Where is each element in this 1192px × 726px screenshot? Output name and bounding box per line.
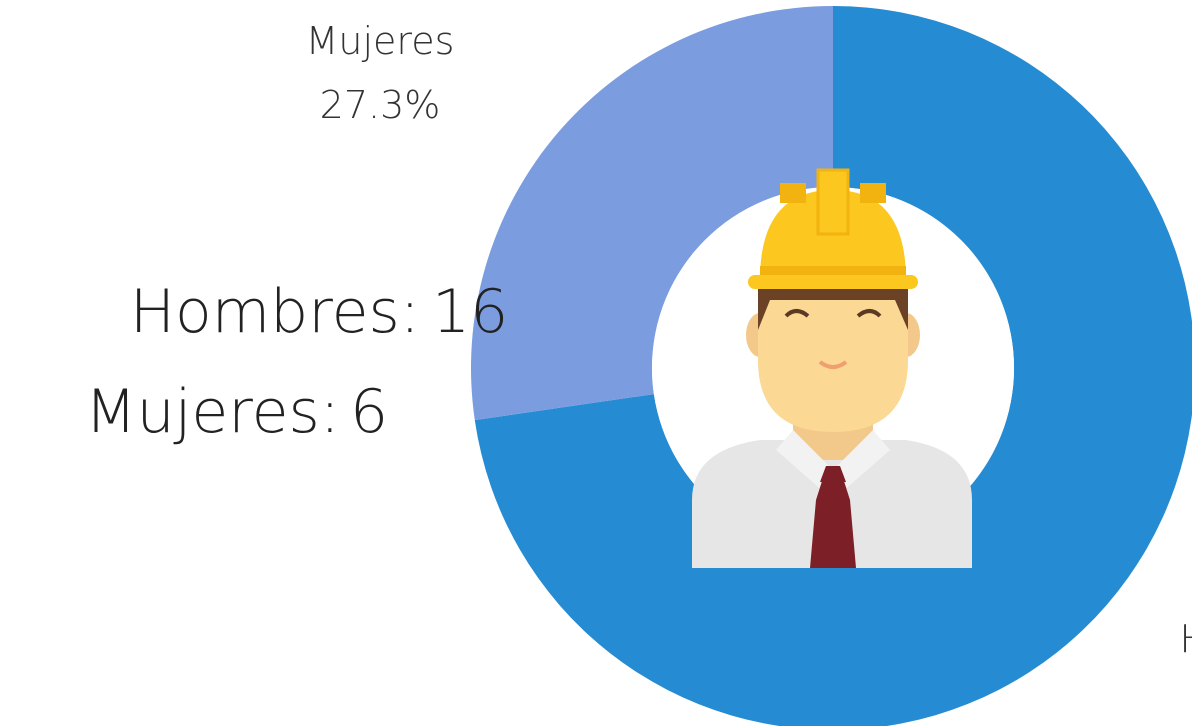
summary-label: Mujeres: [85,377,340,447]
summary-value: 16 [432,277,508,347]
chart: Hombres: 16 Mujeres: 6 Hombres72.7%Mujer… [0,0,1192,726]
slice-label: Mujeres [306,19,455,63]
summary-label: Hombres: [130,277,420,347]
value-label: 27.3% [320,83,441,127]
page: Hombres: 16 Mujeres: 6 Hombres72.7%Mujer… [0,0,1192,726]
summary: Hombres: 16 Mujeres: 6 [85,277,508,447]
slice-label: Hombres [1180,617,1192,661]
summary-value: 6 [350,377,388,447]
